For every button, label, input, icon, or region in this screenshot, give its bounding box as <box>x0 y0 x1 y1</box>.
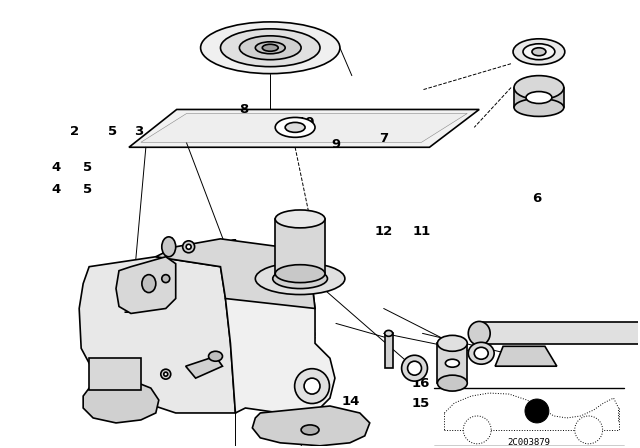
Circle shape <box>525 399 549 423</box>
Ellipse shape <box>526 91 552 103</box>
Ellipse shape <box>200 22 340 73</box>
Ellipse shape <box>275 265 325 283</box>
Polygon shape <box>479 323 640 345</box>
Ellipse shape <box>445 359 460 367</box>
Ellipse shape <box>275 117 315 138</box>
Ellipse shape <box>239 36 301 60</box>
Polygon shape <box>275 219 325 274</box>
Text: 10: 10 <box>297 116 315 129</box>
Ellipse shape <box>162 275 170 283</box>
Polygon shape <box>79 257 236 413</box>
Text: 6: 6 <box>532 192 541 205</box>
Text: 8: 8 <box>239 103 248 116</box>
Text: 4: 4 <box>51 183 60 196</box>
Text: 3: 3 <box>134 125 143 138</box>
Polygon shape <box>252 406 370 446</box>
Ellipse shape <box>262 44 278 51</box>
Text: 12: 12 <box>374 225 393 238</box>
Text: 1: 1 <box>230 238 239 251</box>
Polygon shape <box>83 380 159 423</box>
Polygon shape <box>514 87 564 108</box>
Ellipse shape <box>474 347 488 359</box>
Ellipse shape <box>221 29 320 67</box>
Polygon shape <box>495 346 557 366</box>
Ellipse shape <box>255 263 345 294</box>
Text: 11: 11 <box>413 225 431 238</box>
Ellipse shape <box>209 351 223 361</box>
Ellipse shape <box>503 349 535 363</box>
Text: 13: 13 <box>123 303 141 316</box>
Text: 16: 16 <box>412 377 430 390</box>
Ellipse shape <box>304 378 320 394</box>
Polygon shape <box>437 343 467 383</box>
Polygon shape <box>116 257 176 314</box>
Ellipse shape <box>513 39 564 65</box>
Ellipse shape <box>408 361 422 375</box>
Polygon shape <box>186 356 223 378</box>
Text: 15: 15 <box>412 397 429 410</box>
Ellipse shape <box>273 269 328 289</box>
Ellipse shape <box>285 122 305 132</box>
Ellipse shape <box>164 372 168 376</box>
Ellipse shape <box>437 336 467 351</box>
Text: 14: 14 <box>341 395 360 408</box>
Polygon shape <box>156 239 315 309</box>
Polygon shape <box>225 267 335 413</box>
Ellipse shape <box>301 425 319 435</box>
Ellipse shape <box>294 369 330 404</box>
Circle shape <box>463 416 491 444</box>
Ellipse shape <box>385 330 393 336</box>
Polygon shape <box>129 109 479 147</box>
Polygon shape <box>385 333 393 368</box>
Ellipse shape <box>523 44 555 60</box>
Text: 5: 5 <box>83 183 92 196</box>
Text: 2: 2 <box>70 125 79 138</box>
Text: 7: 7 <box>379 132 388 145</box>
Ellipse shape <box>162 237 176 257</box>
Text: 4: 4 <box>51 161 60 174</box>
Ellipse shape <box>401 355 428 381</box>
Circle shape <box>575 416 603 444</box>
Ellipse shape <box>275 210 325 228</box>
Ellipse shape <box>182 241 195 253</box>
Polygon shape <box>141 113 467 142</box>
Text: 5: 5 <box>83 161 92 174</box>
Ellipse shape <box>514 76 564 99</box>
Ellipse shape <box>468 342 494 364</box>
Text: 5: 5 <box>108 125 118 138</box>
Ellipse shape <box>437 375 467 391</box>
Polygon shape <box>89 358 141 390</box>
Text: 2C003879: 2C003879 <box>508 438 550 447</box>
Ellipse shape <box>514 99 564 116</box>
Text: 9: 9 <box>332 138 340 151</box>
Ellipse shape <box>186 244 191 249</box>
Ellipse shape <box>532 48 546 56</box>
Ellipse shape <box>468 321 490 345</box>
Ellipse shape <box>255 42 285 54</box>
Ellipse shape <box>161 369 171 379</box>
Ellipse shape <box>142 275 156 293</box>
